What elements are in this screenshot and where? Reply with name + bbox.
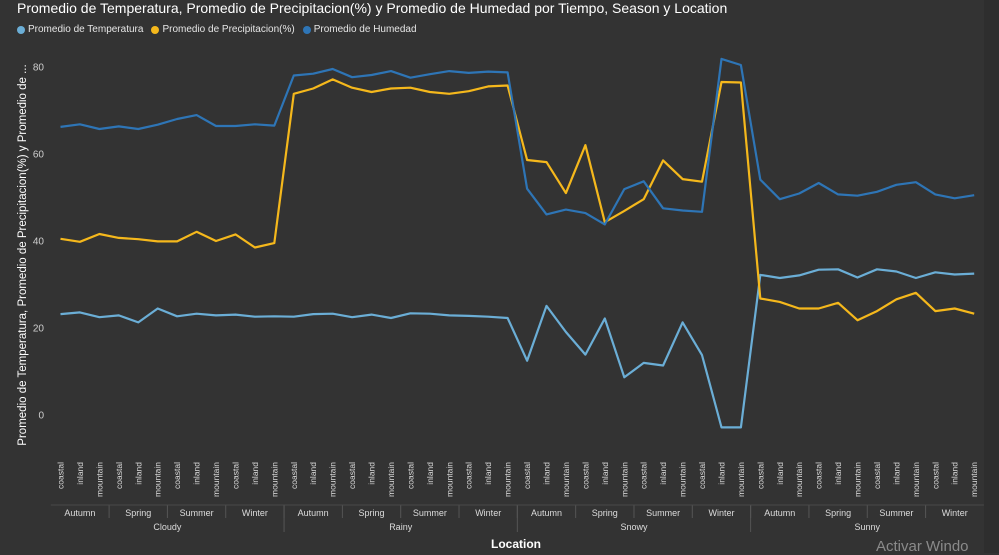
legend-item-humedad[interactable]: Promedio de Humedad — [302, 24, 417, 35]
x-tick-label: coastal — [872, 462, 882, 489]
legend-label-precipitacion: Promedio de Precipitacion(%) — [162, 24, 295, 35]
x-tick-label: inland — [833, 462, 843, 485]
weather-label: Cloudy — [153, 522, 182, 532]
season-label: Autumn — [298, 508, 329, 518]
x-tick-label: inland — [133, 462, 143, 485]
x-tick-label: inland — [192, 462, 202, 485]
x-tick-label: mountain — [561, 462, 571, 497]
scrollbar-track[interactable] — [984, 0, 999, 553]
legend-item-precipitacion[interactable]: Promedio de Precipitacion(%) — [151, 24, 295, 35]
x-tick-label: inland — [542, 462, 552, 485]
x-tick-label: coastal — [697, 462, 707, 489]
x-tick-label: inland — [250, 462, 260, 485]
x-tick-label: inland — [367, 462, 377, 485]
x-tick-label: mountain — [153, 462, 163, 497]
x-tick-label: mountain — [678, 462, 688, 497]
x-tick-label: mountain — [444, 462, 454, 497]
x-tick-label: inland — [775, 462, 785, 485]
x-axis-location-labels: coastal inland mountain coastal inland mounta… — [56, 462, 980, 497]
x-tick-label: coastal — [814, 462, 824, 489]
weather-label: Sunny — [855, 522, 881, 532]
x-tick-label: inland — [425, 462, 435, 485]
season-label: Spring — [825, 508, 851, 518]
x-tick-label: inland — [75, 462, 85, 485]
y-tick-label: 80 — [33, 62, 45, 73]
legend: Promedio de Temperatura Promedio de Prec… — [17, 24, 417, 35]
chart-title: Promedio de Temperatura, Promedio de Pre… — [17, 0, 728, 16]
season-label: Spring — [125, 508, 151, 518]
x-tick-label: coastal — [405, 462, 415, 489]
season-label: Spring — [592, 508, 618, 518]
x-tick-label: inland — [717, 462, 727, 485]
x-tick-label: mountain — [269, 462, 279, 497]
x-tick-label: coastal — [172, 462, 182, 489]
x-tick-label: coastal — [289, 462, 299, 489]
season-label: Autumn — [64, 508, 95, 518]
x-tick-label: coastal — [522, 462, 532, 489]
season-label: Winter — [708, 508, 734, 518]
season-label: Winter — [942, 508, 968, 518]
x-tick-label: mountain — [328, 462, 338, 497]
x-tick-label: mountain — [94, 462, 104, 497]
x-tick-label: inland — [308, 462, 318, 485]
x-axis-separators — [50, 504, 984, 532]
weather-label: Rainy — [389, 522, 413, 532]
x-tick-label: coastal — [755, 462, 765, 489]
y-tick-label: 20 — [33, 324, 45, 335]
legend-item-temperatura[interactable]: Promedio de Temperatura — [17, 24, 143, 35]
y-axis-title-group: Promedio de Temperatura, Promedio de Pre… — [17, 64, 29, 445]
x-tick-label: coastal — [464, 462, 474, 489]
x-axis-weather-labels: Cloudy Rainy Snowy Sunny — [153, 522, 880, 532]
season-label: Winter — [242, 508, 268, 518]
x-tick-label: coastal — [347, 462, 357, 489]
y-tick-label: 40 — [33, 236, 45, 247]
x-tick-label: inland — [950, 462, 960, 485]
series-line-0 — [60, 268, 975, 429]
x-tick-label: mountain — [911, 462, 921, 497]
y-tick-label: 0 — [38, 411, 44, 422]
season-label: Summer — [646, 508, 680, 518]
legend-label-temperatura: Promedio de Temperatura — [28, 24, 144, 35]
x-tick-label: coastal — [580, 462, 590, 489]
season-label: Winter — [475, 508, 501, 518]
weather-label: Snowy — [620, 522, 648, 532]
season-label: Autumn — [764, 508, 795, 518]
series-line-2 — [60, 57, 975, 226]
season-label: Summer — [413, 508, 447, 518]
x-tick-label: mountain — [211, 462, 221, 497]
y-tick-label: 60 — [33, 149, 45, 160]
legend-dot-precipitacion — [151, 25, 160, 34]
x-tick-label: inland — [891, 462, 901, 485]
legend-dot-humedad — [302, 25, 311, 34]
x-tick-label: inland — [600, 462, 610, 485]
y-axis-ticks: 0 20 40 60 80 — [33, 62, 45, 421]
x-tick-label: inland — [658, 462, 668, 485]
x-tick-label: mountain — [853, 462, 863, 497]
y-axis-title: Promedio de Temperatura, Promedio de Pre… — [17, 64, 29, 445]
season-label: Summer — [879, 508, 913, 518]
x-tick-label: mountain — [794, 462, 804, 497]
x-tick-label: coastal — [231, 462, 241, 489]
x-tick-label: inland — [483, 462, 493, 485]
x-tick-label: mountain — [386, 462, 396, 497]
season-label: Spring — [358, 508, 384, 518]
x-tick-label: coastal — [639, 462, 649, 489]
x-tick-label: mountain — [969, 462, 979, 497]
x-tick-label: mountain — [736, 462, 746, 497]
season-label: Summer — [180, 508, 214, 518]
x-axis-season-labels: Autumn Spring Summer Winter Autumn Spring Summ… — [64, 508, 967, 518]
legend-label-humedad: Promedio de Humedad — [313, 24, 417, 35]
x-tick-label: coastal — [930, 462, 940, 489]
series-lines — [60, 57, 975, 429]
x-tick-label: coastal — [56, 462, 66, 489]
legend-dot-temperatura — [17, 25, 25, 34]
x-axis-title: Location — [491, 537, 541, 551]
windows-activation-watermark: Activar Windo — [876, 538, 969, 555]
x-tick-label: mountain — [503, 462, 513, 497]
season-label: Autumn — [531, 508, 562, 518]
series-line-1 — [60, 78, 975, 322]
x-tick-label: mountain — [619, 462, 629, 497]
x-tick-label: coastal — [114, 462, 124, 489]
